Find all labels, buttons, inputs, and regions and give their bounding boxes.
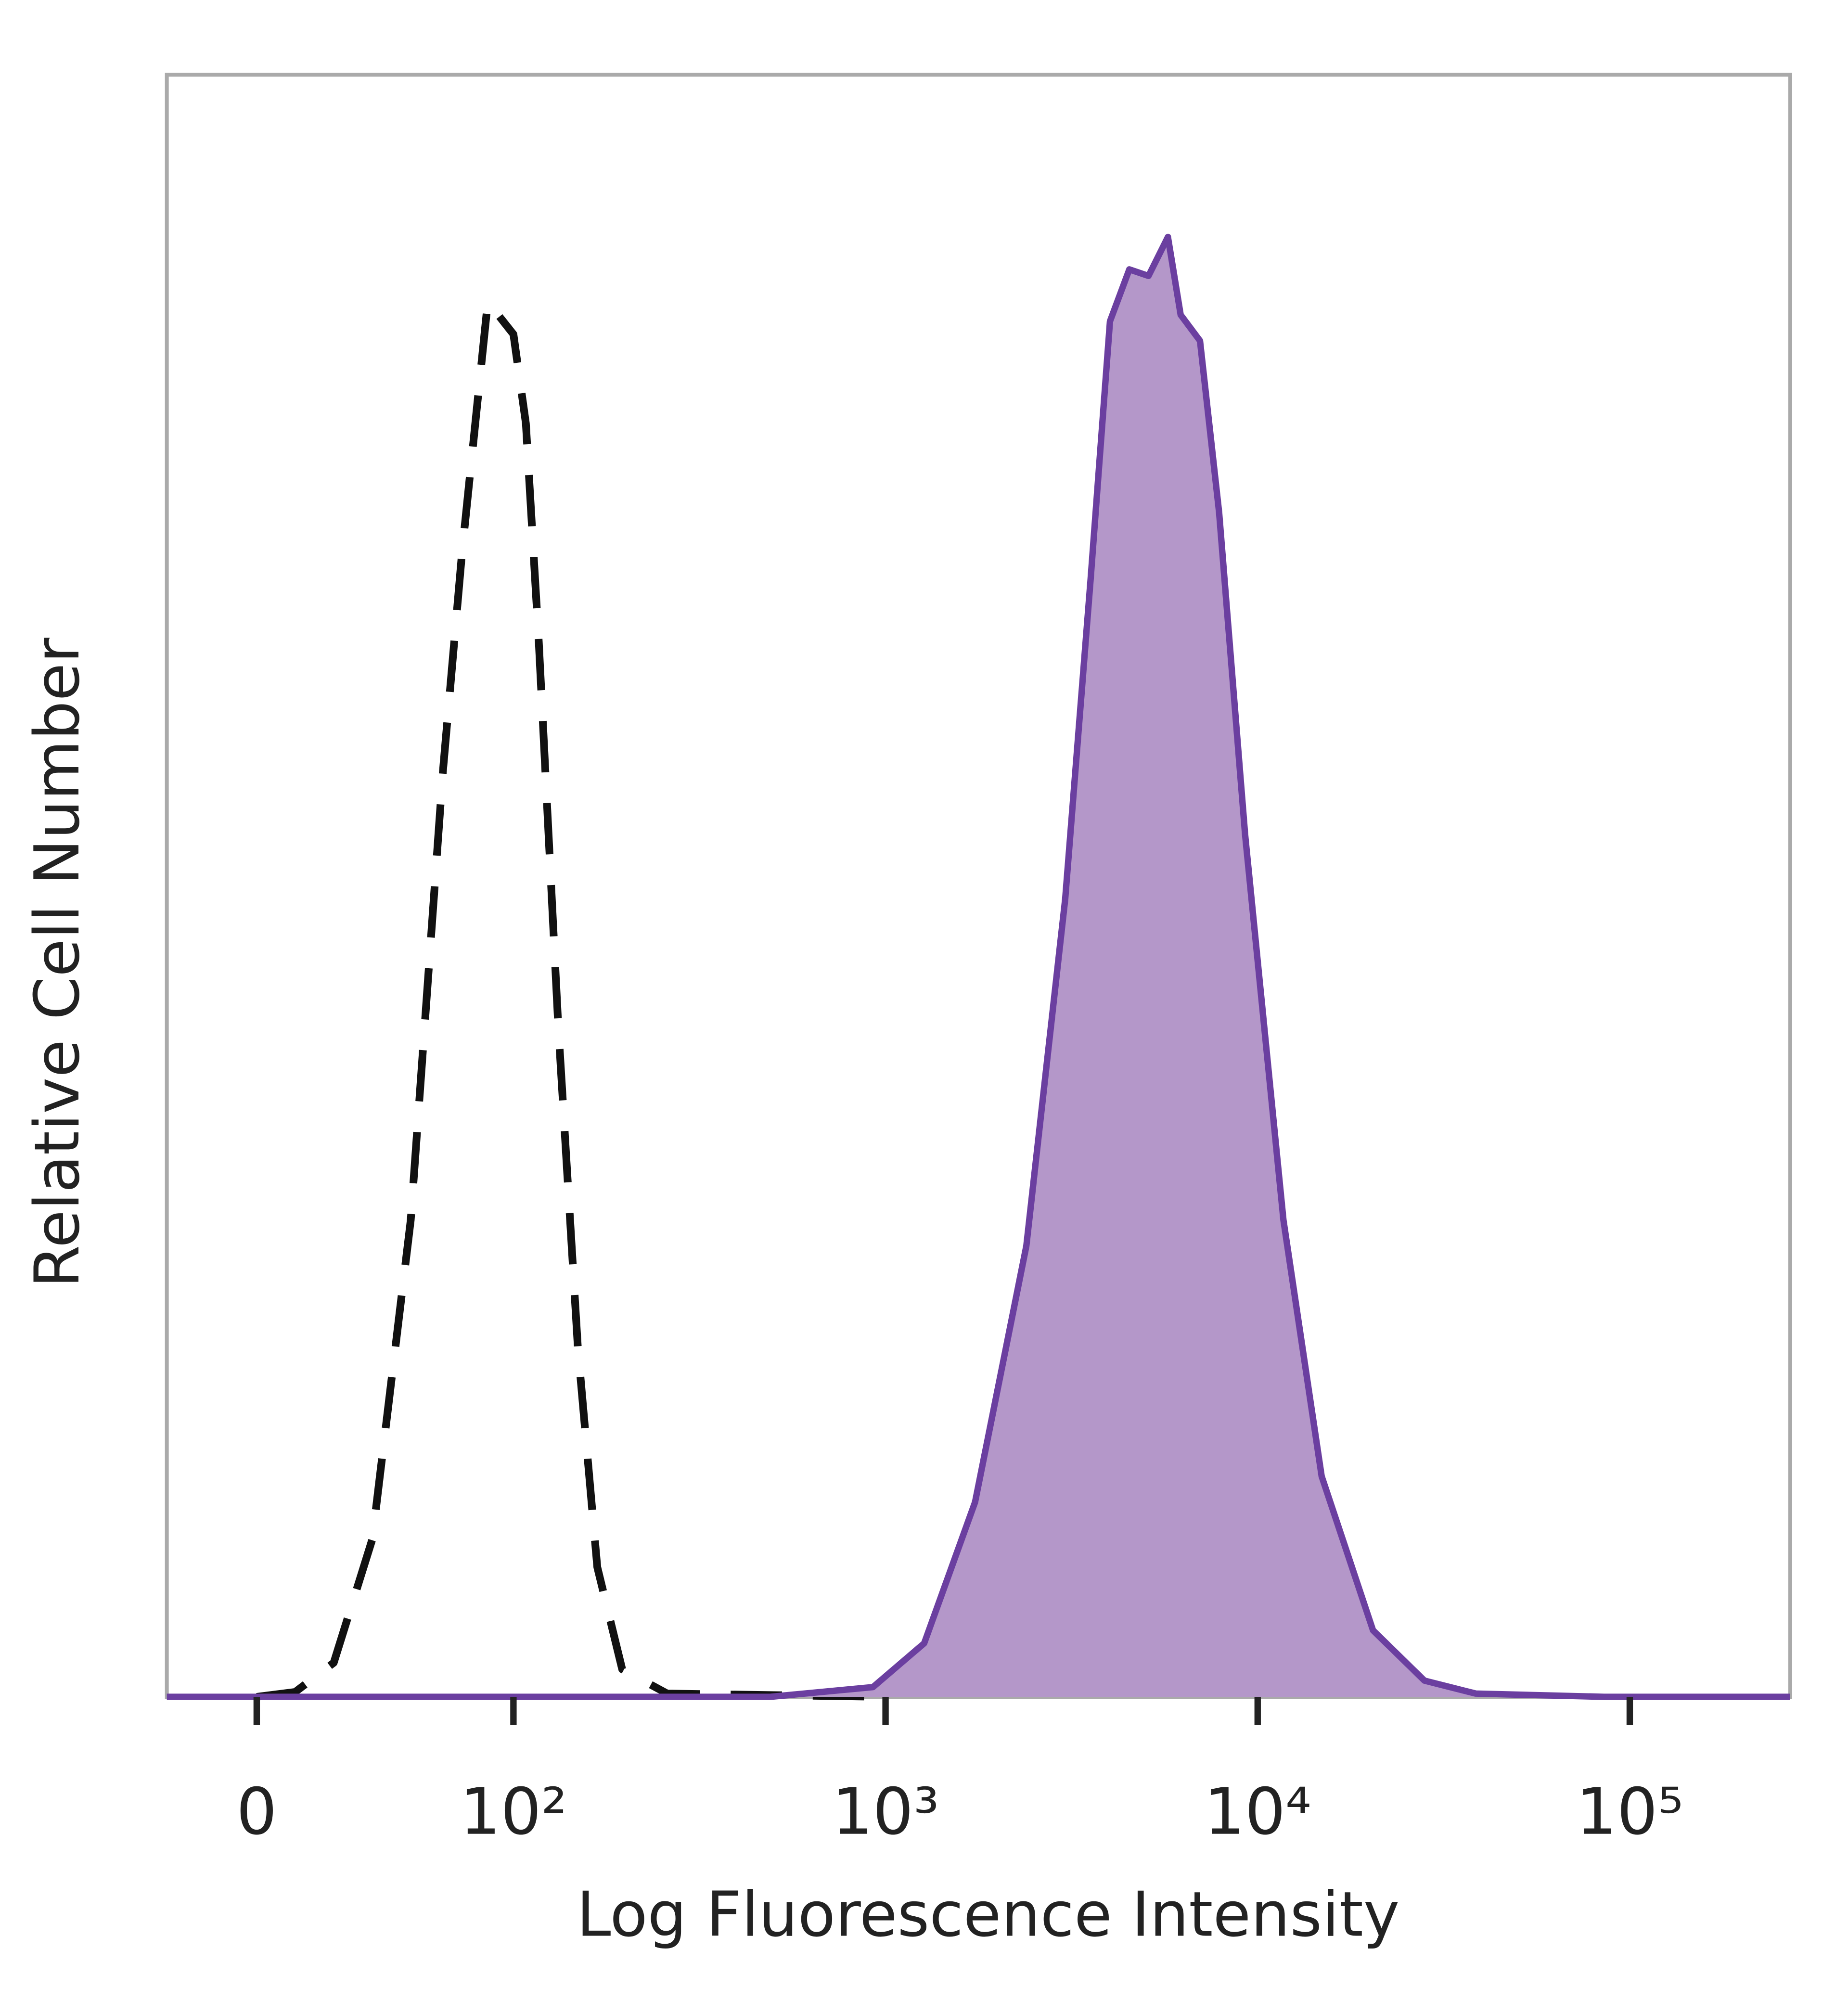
plot-frame (165, 73, 1792, 1699)
x-tick-label: 10⁵ (1576, 1775, 1683, 1849)
x-axis-label: Log Fluorescence Intensity (577, 1879, 1399, 1950)
x-tick-label: 0 (236, 1775, 277, 1849)
x-tick-label: 10² (460, 1775, 567, 1849)
dashed-line (256, 298, 886, 1701)
y-axis-label: Relative Cell Number (22, 638, 93, 1288)
x-tick-label: 10³ (832, 1775, 939, 1849)
x-tick-label: 10⁴ (1204, 1775, 1311, 1849)
line (167, 233, 1790, 1700)
